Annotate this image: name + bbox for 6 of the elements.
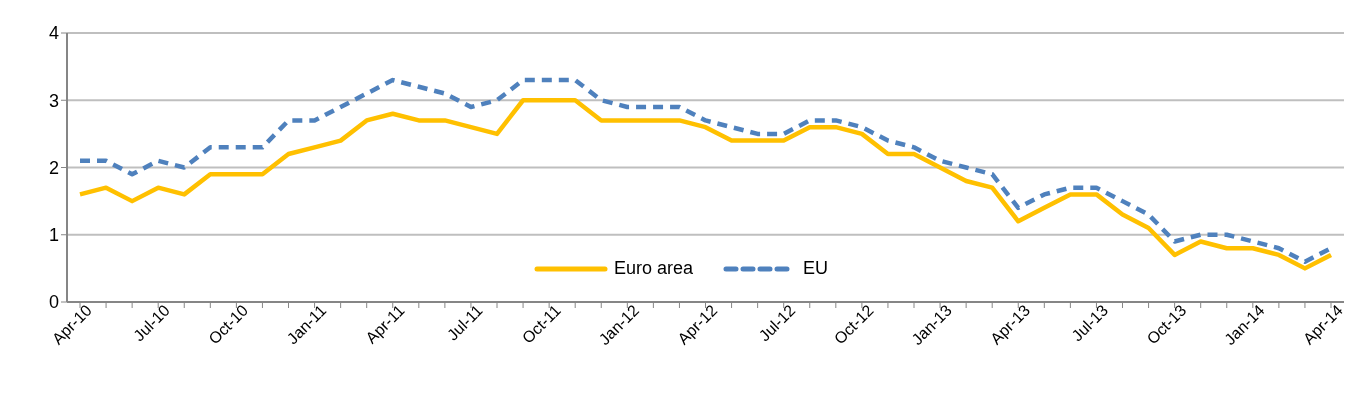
y-tick-label: 1	[48, 225, 59, 246]
legend-label: EU	[803, 258, 829, 279]
y-tick-label: 2	[48, 157, 59, 178]
legend-label: Euro area	[613, 258, 694, 279]
y-tick-label: 4	[48, 23, 59, 44]
y-tick-label: 3	[48, 90, 59, 111]
